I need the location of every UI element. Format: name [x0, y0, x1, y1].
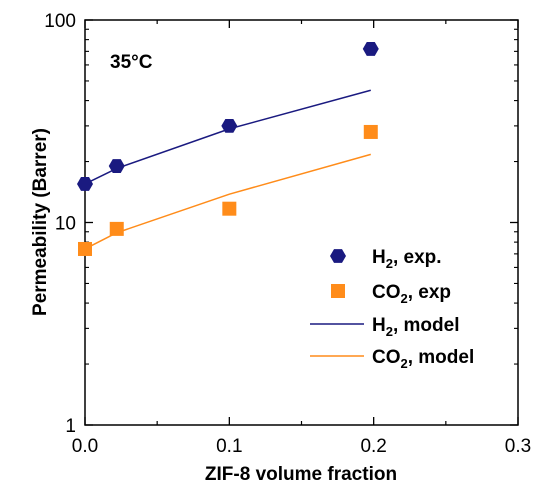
x-tick-label: 0.1: [216, 436, 242, 457]
x-axis-title: ZIF-8 volume fraction: [205, 464, 397, 485]
square-marker: [222, 201, 237, 216]
y-tick-label: 10: [55, 214, 76, 235]
y-axis-title: Permeability (Barrer): [30, 128, 51, 316]
square-marker: [363, 124, 378, 139]
hexagon-marker: [108, 159, 125, 173]
axis-ticks: [84, 19, 519, 426]
x-tick-label: 0.3: [505, 436, 531, 457]
square-marker: [78, 241, 92, 256]
temperature-annotation: 35°C: [110, 52, 153, 73]
hexagon-marker: [221, 118, 238, 133]
legend-square-marker: [331, 284, 345, 298]
data-markers: [77, 41, 379, 256]
square-marker: [109, 221, 124, 236]
model-lines: [84, 89, 371, 250]
legend-label: CO2, exp: [372, 282, 451, 306]
hexagon-marker: [362, 41, 379, 56]
model-line: [84, 153, 371, 250]
y-tick-label: 100: [44, 11, 76, 32]
legend-label: H2, model: [372, 315, 459, 339]
tick-labels: 0.0 0.1 0.2 0.3 1 10 100: [44, 11, 531, 457]
hexagon-marker: [77, 177, 93, 191]
x-tick-label: 0.0: [72, 436, 98, 457]
legend-label: CO2, model: [372, 347, 474, 371]
legend-label: H2, exp.: [372, 247, 442, 271]
x-tick-label: 0.2: [360, 436, 386, 457]
y-tick-label: 1: [65, 416, 76, 437]
legend-hexagon-marker: [330, 249, 346, 263]
legend: H2, exp. CO2, exp H2, model CO2, model: [310, 247, 474, 371]
model-line: [84, 89, 371, 185]
